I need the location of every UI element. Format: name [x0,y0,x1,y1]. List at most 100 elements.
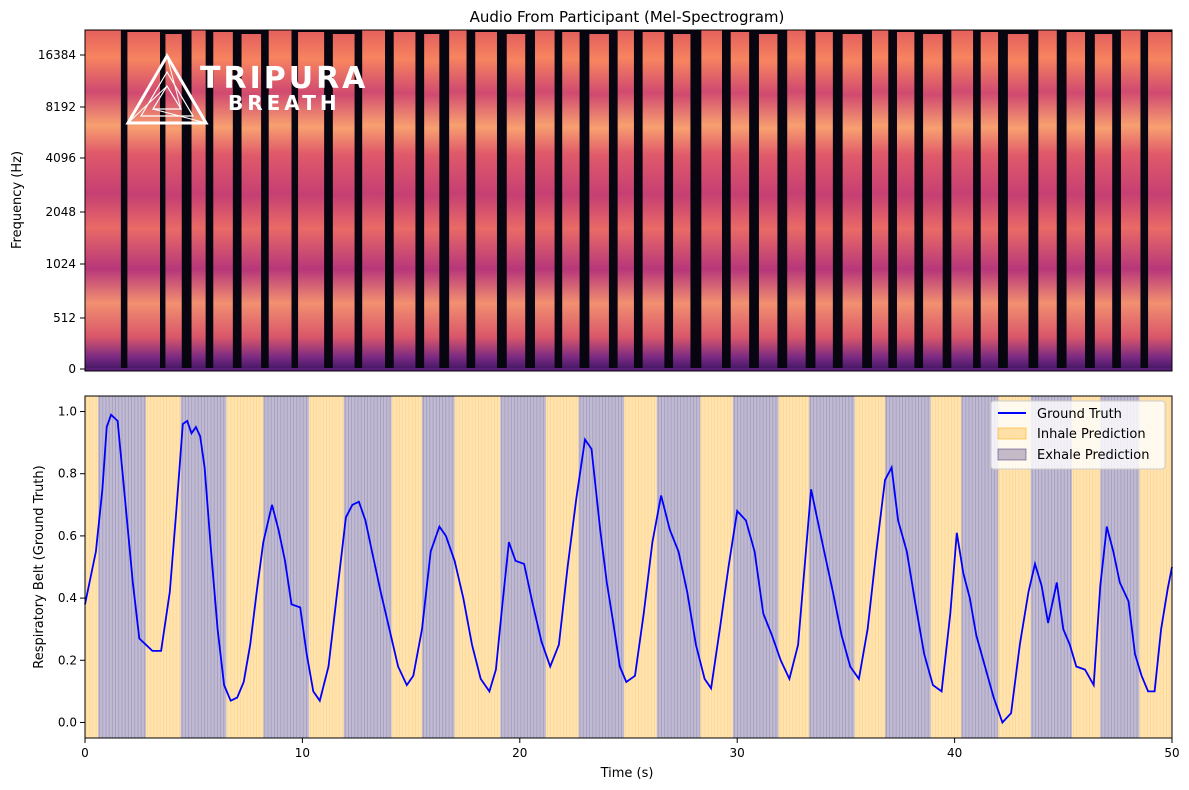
spectrogram-sound-band [393,32,416,371]
logo-word-breath: BREATH [228,91,341,115]
spectrogram-sound-band [85,30,121,371]
inhale-interval [624,396,657,738]
y-tick-label: 0.0 [58,715,77,729]
logo-word-tripura: TRIPURA [200,61,368,96]
exhale-interval [500,396,546,738]
spectrogram-sound-band [1066,32,1086,371]
logo-triangle-mid [139,70,195,117]
exhale-interval [578,396,625,738]
x-tick-label: 10 [295,746,310,760]
spectrogram-sound-band [424,34,440,371]
spectrogram-sound-band [589,34,609,371]
spectrogram-sound-band [787,30,806,371]
spectrogram-sound-band [617,30,634,371]
inhale-interval [930,396,962,738]
spectrogram-sound-band [165,34,182,371]
legend-box [990,400,1166,470]
spectrogram-sound-band [951,30,974,371]
spectrogram-sound-band [642,32,665,371]
y-tick-label: 0.6 [58,529,77,543]
spectrogram-sound-band [673,34,691,371]
spectrogram-frame [84,29,1173,372]
tripura-breath-logo: TRIPURA BREATH [125,53,368,125]
spectrogram-sound-band [730,32,750,371]
spectrogram-sound-band [815,32,833,371]
inhale-interval [391,396,422,738]
inhale-interval [545,396,579,738]
spectrogram-sound-bands [85,30,1172,371]
legend-exhale-swatch [997,448,1027,461]
spectrogram-sound-band [213,32,233,371]
spectrogram-bottom-band [85,368,1172,371]
x-tick-label: 0 [81,746,89,760]
exhale-interval [343,396,392,738]
logo-triangle-outer [125,53,209,125]
spectrogram-sound-band [871,30,889,371]
ground-truth-line [84,413,1173,725]
y-tick-label: 0.4 [58,591,77,605]
inhale-interval [85,396,99,738]
line-plot-frame [84,395,1173,739]
exhale-interval [421,396,455,738]
spectrogram-sound-band [268,30,292,371]
spectrogram-sound-band [506,34,526,371]
spectrogram-sound-band [896,32,915,371]
spectrogram-y-ticks: 0 512 1024 2048 4096 8192 16384 [38,48,85,376]
spectrogram-sound-band [842,34,863,371]
inhale-interval [308,396,344,738]
spectrogram-sound-band [298,32,325,371]
logo-line [166,55,182,110]
spectrogram-y-tick-label: 16384 [38,48,76,62]
spectrogram-sound-band [449,30,467,371]
spectrogram-y-tick-label: 0 [68,362,76,376]
spectrogram-sound-band [362,30,386,371]
line-plot-ticks: 0 10 20 30 40 50 0.0 0.2 0.4 0.6 0.8 1.0 [58,405,1180,760]
spectrogram-sound-band [562,32,580,371]
spectrogram-title: Audio From Participant (Mel-Spectrogram) [470,8,785,26]
logo-triangle-inner [151,84,183,110]
exhale-interval [656,396,701,738]
spectrogram-sound-band [923,34,943,371]
spectrogram-sound-band [980,32,999,371]
inhale-interval [226,396,264,738]
legend: Ground Truth Inhale Prediction Exhale Pr… [990,400,1166,470]
x-tick-label: 50 [1164,746,1179,760]
exhale-interval [732,396,779,738]
spectrogram-sound-band [758,34,778,371]
y-axis-label: Respiratory Belt (Ground Truth) [32,465,47,668]
spectrogram-sound-band [1148,32,1172,371]
spectrogram-y-tick-label: 512 [53,311,76,325]
y-tick-label: 0.8 [58,467,77,481]
spectrogram-sound-band [1120,30,1141,371]
legend-exhale-label: Exhale Prediction [1037,448,1149,463]
logo-line [127,85,168,124]
spectrogram-y-tick-label: 1024 [45,257,76,271]
spectrogram-sound-band [332,34,355,371]
legend-inhale-swatch [997,427,1027,440]
exhale-interval [808,396,855,738]
spectrogram-sound-band [475,32,497,371]
legend-ground-truth-label: Ground Truth [1037,407,1122,422]
spectrogram-sound-band [1038,30,1057,371]
exhale-interval [98,396,146,738]
legend-inhale-label: Inhale Prediction [1037,427,1146,442]
spectrogram-y-tick-label: 2048 [45,205,76,219]
exhale-interval [180,396,227,738]
spectrogram-sound-band [701,30,722,371]
logo-line [152,108,207,124]
spectrogram-low-band [85,368,1172,371]
y-tick-label: 0.2 [58,653,77,667]
spectrogram-sound-band [1007,34,1029,371]
y-tick-label: 1.0 [58,405,77,419]
spectrogram-y-label: Frequency (Hz) [10,151,25,249]
x-axis-label: Time (s) [600,766,654,781]
inhale-interval [854,396,886,738]
spectrogram-sound-band [127,32,161,371]
x-tick-label: 30 [730,746,745,760]
exhale-interval [885,396,931,738]
spectrogram-y-tick-label: 4096 [45,151,76,165]
spectrogram-sound-band [535,30,555,371]
x-tick-label: 40 [947,746,962,760]
inhale-interval [145,396,181,738]
